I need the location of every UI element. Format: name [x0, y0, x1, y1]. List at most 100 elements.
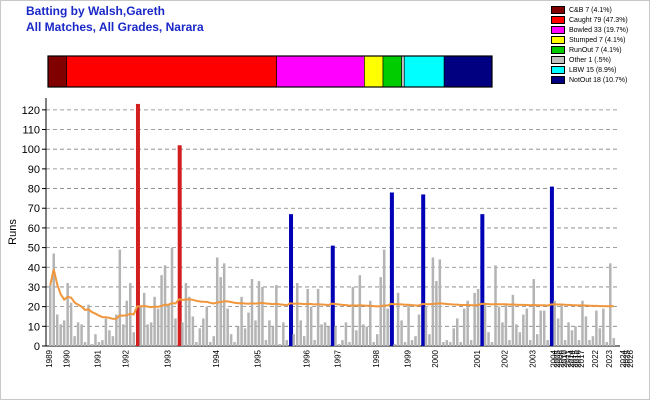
bar-innings-35: [167, 304, 170, 346]
x-tick-label: 2011: [563, 349, 572, 367]
bar-innings-79: [320, 324, 323, 346]
y-tick-label: 40: [28, 262, 40, 274]
dismissal-segment-cb: [47, 55, 67, 88]
bar-innings-96: [379, 277, 382, 346]
legend-swatch: [551, 36, 565, 44]
bar-innings-26: [135, 103, 140, 346]
bar-innings-128: [490, 342, 494, 346]
bar-innings-67: [278, 344, 282, 346]
x-tick-label: 1998: [372, 349, 381, 367]
legend-label: Other 1 (.5%): [569, 56, 612, 64]
bar-innings-2: [52, 253, 55, 346]
bar-innings-117: [452, 328, 456, 346]
x-tick-label: 1997: [334, 349, 343, 367]
y-tick-label: 100: [22, 144, 40, 156]
bar-innings-38: [177, 145, 182, 346]
bar-innings-37: [174, 318, 177, 346]
bar-innings-123: [473, 292, 476, 346]
bar-innings-11: [83, 342, 87, 346]
bar-innings-12: [87, 304, 90, 346]
bar-innings-77: [313, 340, 316, 346]
bar-innings-8: [73, 336, 76, 346]
bar-innings-3: [55, 314, 59, 346]
bar-innings-151: [570, 330, 574, 346]
x-tick-label: 2010: [560, 349, 569, 367]
bar-innings-162: [609, 263, 612, 346]
bar-innings-119: [459, 342, 462, 346]
bar-innings-116: [449, 342, 452, 346]
bar-innings-149: [563, 340, 567, 346]
bar-innings-21: [118, 249, 122, 346]
bar-innings-29: [146, 324, 149, 346]
bar-innings-163: [612, 338, 616, 346]
bar-innings-46: [205, 306, 209, 346]
bar-innings-98: [386, 308, 389, 346]
bar-innings-16: [101, 340, 104, 346]
y-tick-label: 80: [28, 184, 40, 196]
bar-innings-133: [508, 340, 511, 346]
bar-innings-82: [330, 245, 335, 346]
bar-innings-146: [553, 300, 556, 346]
x-tick-label: 2024: [619, 349, 628, 367]
bar-innings-121: [466, 300, 469, 346]
bar-innings-20: [115, 314, 118, 346]
bar-innings-53: [229, 334, 233, 346]
bar-innings-84: [337, 344, 341, 346]
legend-item-cb: C&B 7 (4.1%): [551, 5, 647, 15]
x-tick-label: 2025: [622, 349, 631, 367]
bar-innings-30: [149, 322, 153, 346]
bar-innings-75: [306, 288, 309, 346]
y-tick-label: 60: [28, 223, 40, 235]
bar-innings-44: [198, 328, 202, 346]
bar-innings-41: [188, 296, 191, 346]
bar-innings-60: [254, 320, 257, 346]
dismissal-segment-stumped: [364, 55, 384, 88]
bar-innings-57: [243, 328, 247, 346]
bar-innings-33: [160, 275, 163, 346]
bar-innings-32: [156, 308, 160, 346]
bar-innings-150: [567, 322, 570, 346]
bar-innings-61: [257, 281, 261, 346]
bar-innings-103: [403, 342, 407, 346]
legend-label: RunOut 7 (4.1%): [569, 46, 622, 54]
bar-innings-89: [355, 330, 358, 346]
x-tick-label: 1991: [94, 349, 103, 367]
dismissal-segment-caught: [66, 55, 277, 88]
bar-innings-45: [202, 318, 205, 346]
bar-innings-112: [435, 281, 438, 346]
bar-innings-39: [181, 322, 184, 346]
bar-innings-129: [494, 265, 497, 346]
bar-innings-135: [515, 324, 518, 346]
bar-innings-51: [222, 263, 226, 346]
bar-innings-15: [97, 342, 101, 346]
y-axis-label: Runs: [7, 219, 19, 245]
dismissal-segment-runout: [382, 55, 402, 88]
bar-innings-87: [348, 342, 351, 346]
bar-innings-108: [421, 194, 426, 346]
legend-label: LBW 15 (8.9%): [569, 66, 617, 74]
legend-item-lbw: LBW 15 (8.9%): [551, 65, 647, 75]
y-tick-label: 10: [28, 321, 40, 333]
bar-innings-104: [407, 304, 410, 346]
bar-innings-120: [462, 308, 466, 346]
legend-label: C&B 7 (4.1%): [569, 6, 612, 14]
dismissal-segment-bowled: [276, 55, 365, 88]
bar-innings-153: [577, 340, 581, 346]
bar-innings-106: [414, 336, 417, 346]
bar-innings-122: [469, 340, 473, 346]
bar-innings-124: [476, 288, 480, 346]
bar-innings-137: [522, 314, 525, 346]
x-tick-label: 2001: [473, 349, 482, 367]
x-tick-label: 2014: [567, 349, 576, 367]
bar-innings-85: [341, 340, 344, 346]
x-tick-label: 2004: [549, 349, 558, 367]
bar-innings-63: [264, 340, 268, 346]
x-tick-label: 2002: [501, 349, 510, 367]
bar-innings-125: [480, 214, 485, 346]
bar-innings-127: [487, 332, 490, 346]
bar-innings-76: [309, 306, 313, 346]
bar-innings-109: [424, 306, 428, 346]
bar-innings-69: [285, 340, 289, 346]
bar-innings-22: [122, 324, 125, 346]
chart-title: Batting by Walsh,Gareth: [26, 4, 165, 18]
